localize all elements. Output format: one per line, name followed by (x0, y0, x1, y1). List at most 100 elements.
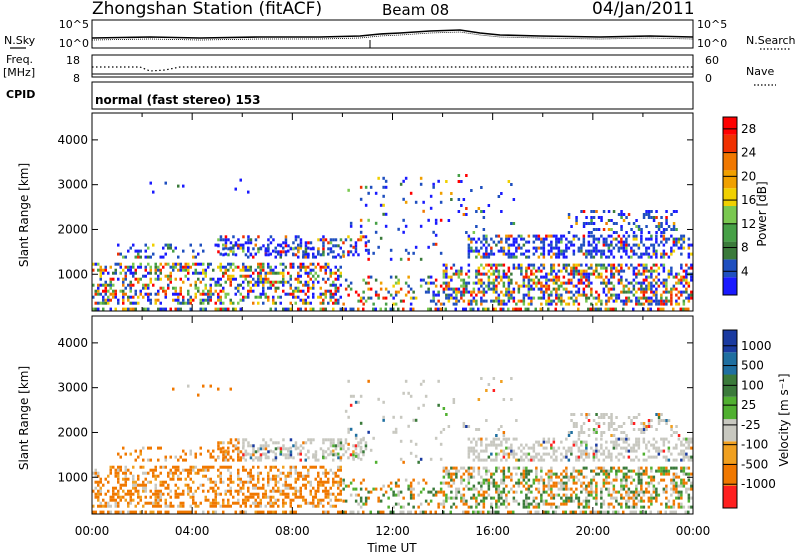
velocity-cell (577, 496, 581, 500)
power-cell (652, 216, 656, 219)
power-cell (219, 277, 222, 281)
power-cell (550, 272, 553, 276)
power-cell (592, 272, 596, 276)
power-cell (194, 280, 197, 284)
velocity-cell (565, 502, 568, 506)
velocity-cell (587, 419, 591, 422)
power-cell (597, 216, 601, 219)
velocity-colorbar-frame (722, 329, 738, 509)
velocity-cell (324, 471, 327, 475)
velocity-cell (532, 443, 536, 447)
velocity-cell (657, 419, 661, 422)
velocity-cell (284, 453, 288, 457)
power-cell (482, 255, 486, 259)
velocity-cell (232, 444, 235, 448)
velocity-cell (442, 407, 446, 410)
velocity-cell (117, 468, 120, 472)
power-cell (154, 298, 157, 302)
velocity-cell (542, 484, 546, 488)
velocity-cell (582, 481, 586, 485)
power-cell (550, 263, 553, 267)
power-cell (134, 301, 137, 305)
velocity-cell (199, 483, 202, 487)
velocity-cell (502, 452, 506, 456)
power-cell (419, 278, 423, 282)
freq-panel: Freq. [MHz] 18 8 60 0 Nave (3, 53, 776, 86)
velocity-cell (500, 478, 503, 482)
velocity-cell (572, 499, 576, 503)
velocity-cell (662, 443, 666, 447)
power-cell (472, 281, 476, 285)
power-cell (122, 280, 125, 284)
velocity-cell (672, 446, 676, 450)
power-cell (477, 207, 481, 210)
power-cell (237, 286, 240, 290)
velocity-cell (465, 499, 468, 503)
power-cell (600, 255, 603, 259)
power-cell (600, 216, 603, 219)
velocity-cell (274, 452, 277, 456)
velocity-cell (212, 486, 215, 490)
power-cell (252, 247, 255, 251)
velocity-cell (322, 452, 325, 456)
power-cell (687, 266, 691, 270)
power-cell (322, 247, 325, 251)
station-title: Zhongshan Station (fitACF) (92, 0, 323, 19)
velocity-cell (540, 493, 543, 497)
power-cell (334, 255, 337, 259)
velocity-cell (279, 492, 282, 496)
velocity-cell (382, 510, 385, 514)
velocity-cell (284, 480, 287, 484)
velocity-cell (412, 478, 415, 482)
velocity-cell (665, 502, 668, 506)
power-cell (297, 295, 300, 299)
velocity-cell (655, 493, 658, 497)
power-cell (187, 292, 190, 296)
power-cell (670, 269, 673, 273)
velocity-cell (642, 422, 646, 425)
power-cell (239, 178, 242, 182)
velocity-cell (379, 510, 382, 514)
velocity-cell (659, 510, 662, 514)
velocity-cell (337, 483, 340, 487)
velocity-cell (600, 469, 603, 473)
velocity-cell (477, 510, 480, 514)
velocity-cell (547, 440, 551, 444)
power-cell (492, 307, 495, 311)
velocity-cell (289, 450, 293, 454)
velocity-cell (670, 505, 673, 509)
power-cell (182, 280, 185, 284)
power-cell (640, 240, 643, 244)
velocity-cell (522, 446, 526, 450)
power-cell (557, 287, 561, 291)
power-cell (309, 241, 313, 245)
velocity-cell (530, 469, 533, 473)
power-cell (487, 284, 491, 288)
power-cell (179, 277, 182, 281)
power-cell (685, 275, 688, 279)
power-cell (557, 255, 561, 259)
velocity-cell (164, 498, 167, 502)
power-cell (307, 289, 310, 293)
velocity-cell (542, 452, 546, 456)
power-cell (177, 298, 180, 302)
velocity-cell (567, 496, 571, 500)
power-cell (267, 249, 270, 253)
power-cell (289, 247, 293, 251)
velocity-cell (119, 486, 122, 490)
power-cell (550, 290, 553, 294)
velocity-cell (109, 504, 112, 508)
velocity-cell (349, 510, 352, 514)
velocity-cell (600, 431, 603, 434)
power-cell (687, 255, 691, 259)
power-cell (670, 252, 673, 256)
velocity-cell (585, 490, 588, 494)
velocity-cell (602, 469, 606, 473)
velocity-cell (637, 446, 641, 450)
power-cell (455, 302, 458, 306)
power-cell (652, 269, 656, 273)
power-cell (625, 231, 628, 234)
velocity-cell (234, 444, 238, 448)
velocity-cell (339, 438, 343, 442)
power-cell (650, 284, 653, 288)
